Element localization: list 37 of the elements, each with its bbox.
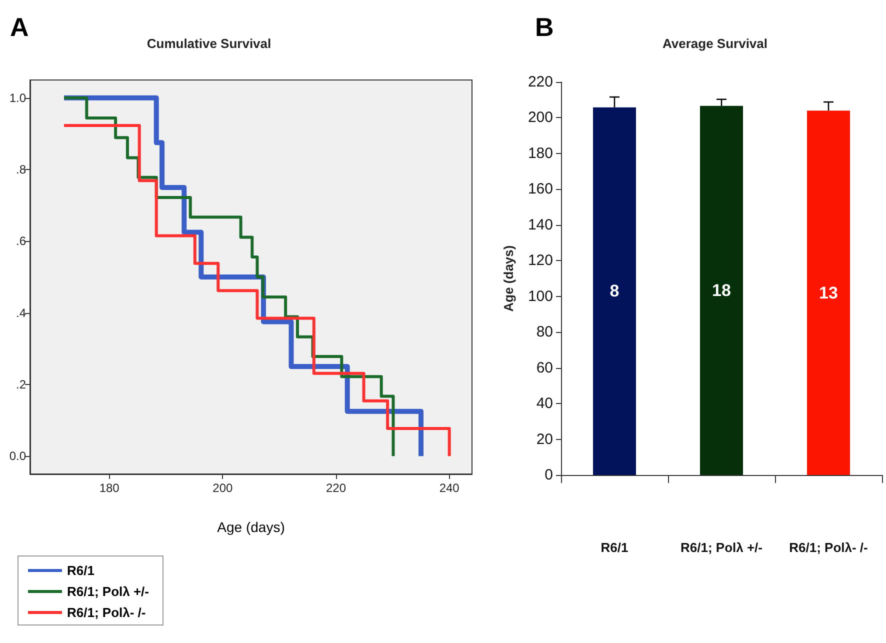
- legend-label: R6/1: [67, 563, 94, 578]
- y-tick-label: 0.0: [9, 449, 26, 464]
- y-axis-title: Age (days): [501, 245, 516, 312]
- y-tick-label: 20: [536, 430, 553, 448]
- x-tick-label: 220: [326, 481, 346, 495]
- y-tick-label: 140: [528, 216, 553, 234]
- y-tick-label: 40: [536, 395, 553, 412]
- annotation: 18: [712, 280, 731, 300]
- y-tick-label: 220: [528, 74, 553, 90]
- y-tick-label: .2: [16, 377, 26, 392]
- chart-title: Cumulative Survival: [146, 36, 272, 51]
- y-tick-label: 160: [528, 180, 553, 198]
- y-tick-label: 100: [528, 288, 553, 305]
- y-tick-label: 60: [536, 359, 553, 376]
- y-tick-label: 120: [528, 252, 553, 270]
- y-tick-label: 80: [536, 324, 553, 341]
- legend-label: R6/1; Polλ- /-: [67, 605, 146, 620]
- text: A: [10, 12, 29, 42]
- text: B: [535, 12, 554, 42]
- x-axis-title: Age (days): [217, 519, 285, 535]
- y-tick-label: 1.0: [9, 90, 26, 105]
- y-tick-label: 0: [544, 466, 553, 484]
- y-tick-label: .8: [16, 162, 26, 177]
- x-tick-label: 180: [99, 481, 120, 495]
- x-tick-label: R6/1; Polλ- /-: [789, 540, 868, 555]
- annotation: 8: [610, 282, 620, 301]
- chart-title: Average Survival: [662, 36, 768, 51]
- x-tick-label: 240: [439, 481, 460, 495]
- y-tick-label: .4: [16, 306, 26, 320]
- x-tick-label: 200: [212, 481, 233, 495]
- x-tick-label: R6/1: [600, 540, 628, 555]
- annotation: 13: [819, 283, 838, 302]
- y-tick-label: 200: [528, 109, 553, 126]
- y-tick-label: .6: [16, 234, 26, 248]
- y-tick-label: 180: [528, 144, 553, 162]
- x-tick-label: R6/1; Polλ +/-: [680, 540, 762, 555]
- legend-label: R6/1; Polλ +/-: [67, 584, 149, 599]
